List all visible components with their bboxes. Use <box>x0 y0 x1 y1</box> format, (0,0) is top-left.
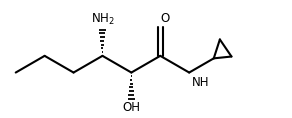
Text: NH: NH <box>192 76 209 89</box>
Text: OH: OH <box>122 101 140 114</box>
Text: O: O <box>160 12 169 25</box>
Text: NH$_2$: NH$_2$ <box>91 12 114 27</box>
